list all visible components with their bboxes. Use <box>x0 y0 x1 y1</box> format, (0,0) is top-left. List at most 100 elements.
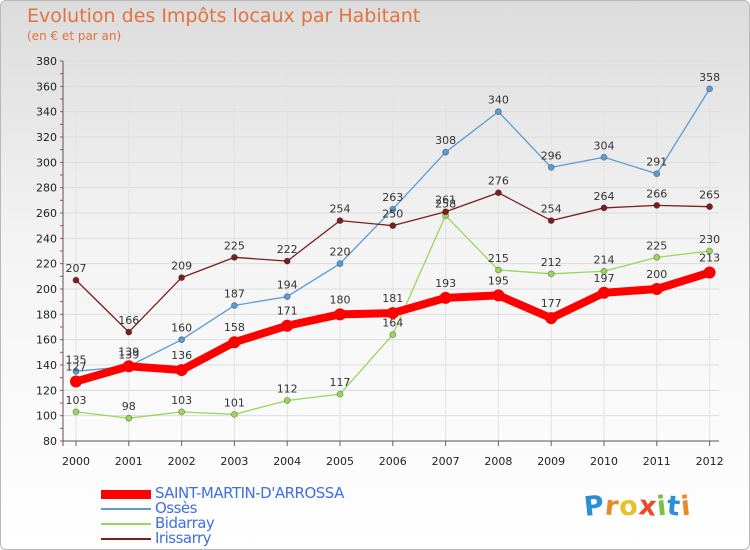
data-label-saint-martin-d-arrossa: 180 <box>330 293 351 306</box>
logo-letter: i <box>679 490 694 523</box>
data-label-saint-martin-d-arrossa: 213 <box>699 252 720 265</box>
data-label-irissarry: 209 <box>171 260 192 273</box>
data-point-bidarray <box>706 247 713 255</box>
data-label-bidarray: 101 <box>224 396 245 409</box>
data-label-irissarry: 276 <box>488 175 509 188</box>
data-point-saint-martin-d-arrossa <box>334 308 346 321</box>
data-label-oss-s: 220 <box>330 246 351 259</box>
data-label-oss-s: 139 <box>118 348 139 361</box>
data-label-saint-martin-d-arrossa: 200 <box>646 268 667 281</box>
data-point-irissarry <box>336 217 344 225</box>
data-point-irissarry <box>72 276 80 284</box>
proxiti-logo: Proxiti <box>582 490 694 523</box>
data-label-oss-s: 291 <box>646 156 667 169</box>
data-point-oss-s <box>494 108 502 116</box>
data-point-saint-martin-d-arrossa <box>228 336 241 349</box>
data-label-oss-s: 187 <box>224 287 245 300</box>
data-label-oss-s: 160 <box>171 322 192 335</box>
data-point-irissarry <box>178 274 186 282</box>
data-label-bidarray: 98 <box>122 400 136 413</box>
data-point-saint-martin-d-arrossa <box>70 375 82 388</box>
data-label-bidarray: 258 <box>435 198 456 211</box>
data-point-saint-martin-d-arrossa <box>703 266 716 279</box>
data-point-oss-s <box>178 336 186 344</box>
data-point-bidarray <box>178 408 186 416</box>
data-label-saint-martin-d-arrossa: 181 <box>382 292 403 305</box>
data-point-saint-martin-d-arrossa <box>175 364 188 377</box>
data-label-oss-s: 194 <box>277 279 298 292</box>
data-point-bidarray <box>600 267 608 275</box>
data-point-saint-martin-d-arrossa <box>650 283 663 295</box>
legend-label: Bidarray <box>155 514 215 532</box>
data-label-oss-s: 340 <box>488 94 509 107</box>
data-label-irissarry: 266 <box>646 187 667 200</box>
data-label-bidarray: 103 <box>171 394 192 407</box>
data-label-saint-martin-d-arrossa: 127 <box>66 360 87 373</box>
y-tick-label: 120 <box>36 384 57 397</box>
data-point-irissarry <box>125 328 133 336</box>
legend-swatch <box>101 508 151 510</box>
data-point-bidarray <box>547 270 555 278</box>
x-tick-label: 2011 <box>643 455 671 468</box>
x-tick-label: 2009 <box>537 455 565 468</box>
x-tick-label: 2012 <box>696 455 724 468</box>
y-tick-label: 300 <box>36 156 57 169</box>
data-point-bidarray <box>125 414 133 422</box>
data-label-oss-s: 358 <box>699 71 720 84</box>
data-label-saint-martin-d-arrossa: 177 <box>541 297 562 310</box>
x-tick-label: 2005 <box>326 455 354 468</box>
data-point-oss-s <box>706 85 713 93</box>
data-point-bidarray <box>72 408 80 416</box>
data-point-oss-s <box>283 293 291 301</box>
data-label-irissarry: 250 <box>382 208 403 221</box>
data-label-irissarry: 265 <box>699 189 720 202</box>
x-tick-label: 2002 <box>168 455 196 468</box>
x-tick-label: 2004 <box>273 455 301 468</box>
y-tick-label: 80 <box>43 435 57 448</box>
y-tick-label: 100 <box>36 410 57 423</box>
data-label-irissarry: 207 <box>66 262 87 275</box>
data-point-bidarray <box>283 397 291 404</box>
data-point-irissarry <box>389 222 397 230</box>
y-tick-label: 140 <box>36 359 57 372</box>
data-point-oss-s <box>72 367 80 375</box>
data-label-irissarry: 254 <box>330 203 351 216</box>
y-tick-label: 280 <box>36 182 57 195</box>
data-point-irissarry <box>547 217 555 225</box>
data-point-irissarry <box>653 201 661 209</box>
data-point-bidarray <box>653 253 661 261</box>
x-tick-label: 2010 <box>590 455 618 468</box>
data-point-irissarry <box>283 257 291 265</box>
data-point-oss-s <box>653 170 661 178</box>
data-label-irissarry: 261 <box>435 194 456 207</box>
data-label-irissarry: 264 <box>594 190 615 203</box>
x-tick-label: 2008 <box>484 455 512 468</box>
data-point-bidarray <box>230 410 238 418</box>
data-point-saint-martin-d-arrossa <box>439 291 452 304</box>
x-tick-label: 2007 <box>432 455 460 468</box>
x-tick-label: 2000 <box>62 455 90 468</box>
chart-title: Evolution des Impôts locaux par Habitant <box>27 5 421 27</box>
y-tick-label: 360 <box>36 80 57 93</box>
y-tick-label: 240 <box>36 232 57 245</box>
data-point-bidarray <box>494 266 502 274</box>
data-label-oss-s: 296 <box>541 149 562 162</box>
legend-label: Ossès <box>155 499 197 517</box>
legend-swatch <box>101 523 151 525</box>
x-tick-label: 2003 <box>220 455 248 468</box>
legend-swatch <box>101 490 151 499</box>
chart-subtitle: (en € et par an) <box>27 29 122 43</box>
data-label-irissarry: 254 <box>541 203 562 216</box>
data-point-irissarry <box>442 208 450 216</box>
data-label-saint-martin-d-arrossa: 193 <box>435 277 456 290</box>
data-label-irissarry: 222 <box>277 243 298 256</box>
data-point-bidarray <box>389 331 397 339</box>
data-point-saint-martin-d-arrossa <box>386 307 399 320</box>
data-point-irissarry <box>600 204 608 212</box>
data-point-saint-martin-d-arrossa <box>545 312 558 325</box>
data-label-bidarray: 164 <box>382 317 403 330</box>
data-point-oss-s <box>442 148 450 156</box>
y-tick-label: 220 <box>36 258 57 271</box>
y-tick-label: 200 <box>36 283 57 296</box>
